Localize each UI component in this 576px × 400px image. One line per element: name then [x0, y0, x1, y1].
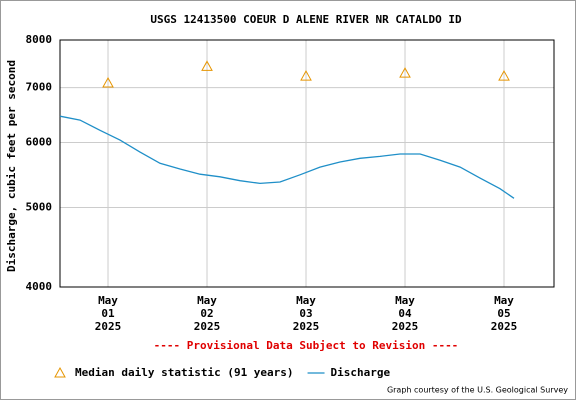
x-tick-label-line: 2025 — [293, 320, 320, 333]
x-tick-label-line: 2025 — [95, 320, 122, 333]
chart-title: USGS 12413500 COEUR D ALENE RIVER NR CAT… — [150, 13, 462, 26]
y-tick-label: 5000 — [26, 200, 53, 213]
x-tick-label-line: 04 — [398, 307, 412, 320]
x-tick-label: May 04 2025 — [392, 294, 419, 333]
x-tick-label-line: 03 — [299, 307, 312, 320]
y-tick-label: 7000 — [26, 81, 53, 94]
median-marker — [201, 60, 213, 71]
median-marker — [300, 70, 312, 81]
x-tick-label-line: 2025 — [491, 320, 518, 333]
x-tick-label-line: 01 — [101, 307, 115, 320]
y-tick-label: 8000 — [26, 33, 53, 46]
x-tick-label-line: 02 — [200, 307, 213, 320]
x-tick-label-line: 2025 — [194, 320, 221, 333]
median-marker — [102, 77, 114, 88]
y-tick-label: 6000 — [26, 136, 53, 149]
discharge-line — [59, 115, 515, 199]
x-tick-label: May 01 2025 — [95, 294, 122, 333]
annotation: ---- Provisional Data Subject to Revisio… — [154, 339, 459, 352]
median-marker — [399, 67, 411, 78]
y-axis-label: Discharge, cubic feet per second — [5, 60, 18, 272]
legend-label: Discharge — [331, 366, 391, 379]
x-tick-label-line: 2025 — [392, 320, 419, 333]
y-tick-label: 4000 — [26, 280, 53, 293]
x-tick-label-line: May — [494, 294, 514, 307]
median-marker — [498, 70, 510, 81]
x-tick-label-line: 05 — [497, 307, 510, 320]
x-tick-label: May 03 2025 — [293, 294, 320, 333]
x-tick-label-line: May — [197, 294, 217, 307]
x-tick-label: May 05 2025 — [491, 294, 518, 333]
median-marker — [54, 366, 66, 378]
x-tick-label: May 02 2025 — [194, 294, 221, 333]
x-tick-label-line: May — [296, 294, 316, 307]
x-tick-label-line: May — [395, 294, 415, 307]
legend-label: Median daily statistic (91 years) — [75, 366, 294, 379]
x-tick-label-line: May — [98, 294, 118, 307]
plot-frame — [59, 39, 555, 288]
credit: Graph courtesy of the U.S. Geological Su… — [387, 386, 568, 395]
